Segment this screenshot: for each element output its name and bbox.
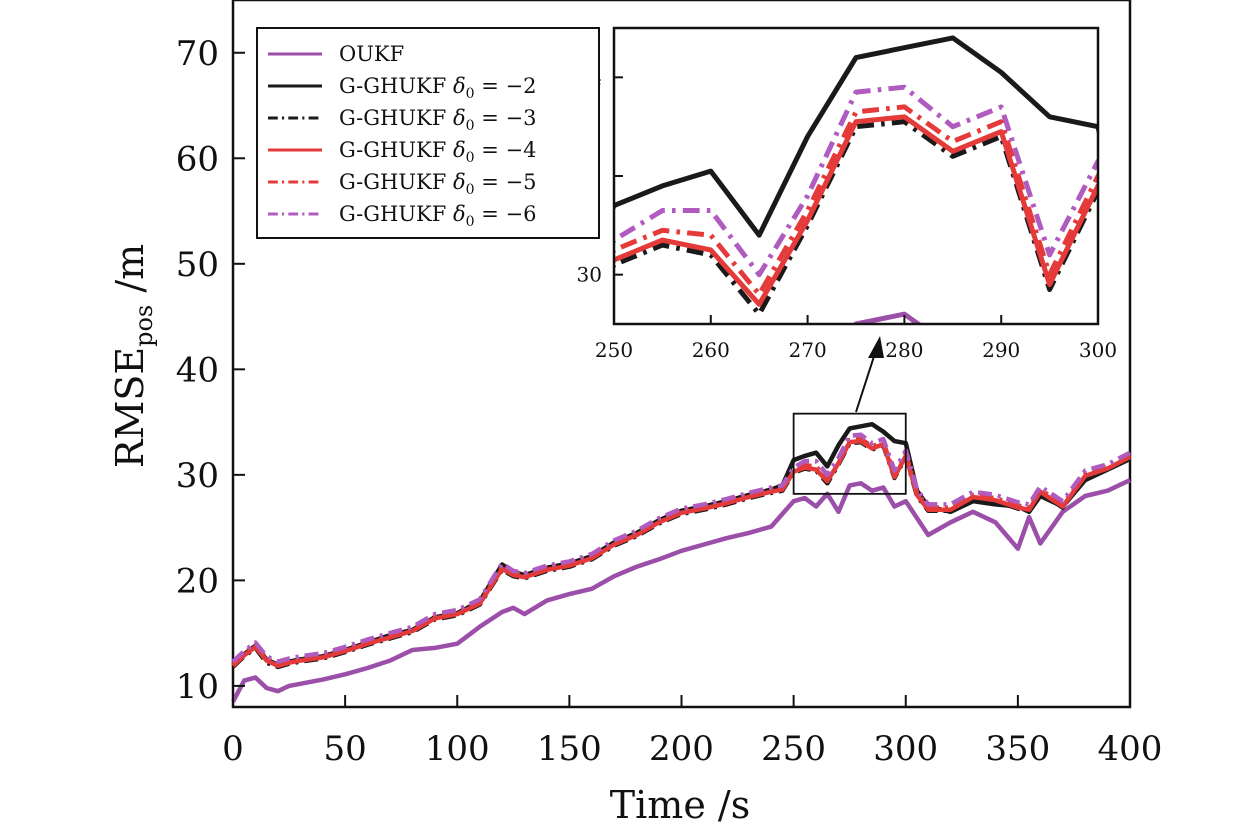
zoom-arrow [855, 336, 884, 413]
y-tick-label: 20 [176, 561, 219, 601]
inset-series-line-6 [614, 84, 1098, 278]
series-line-4 [231, 438, 1132, 669]
inset-x-tick-label: 280 [885, 338, 923, 362]
y-axis-ticks: 10 20 30 40 50 60 70 [176, 34, 245, 707]
main-series-group [231, 421, 1132, 703]
zoom-region-box [792, 412, 907, 495]
legend-label-6: G-GHUKF δ0 = −6 [339, 202, 536, 230]
inset-x-tick-label: 250 [595, 338, 633, 362]
y-tick-label: 70 [176, 34, 219, 74]
inset-x-axis-ticks: 250 260 270 280 290 300 [595, 315, 1117, 362]
x-tick-label: 350 [985, 729, 1050, 769]
x-tick-label: 300 [873, 729, 938, 769]
legend-label-3: G-GHUKF δ0 = −3 [339, 106, 536, 134]
y-tick-label: 30 [176, 456, 219, 496]
x-tick-label: 250 [761, 729, 826, 769]
legend-label-4: G-GHUKF δ0 = −4 [339, 138, 536, 166]
main-plot-area: 0 50 100 150 200 250 300 350 400 10 20 30 40 50 60 70 [176, 0, 1162, 769]
legend-label-1: OUKF [339, 42, 404, 66]
y-axis-title-unit: /m [108, 244, 152, 305]
y-tick-label: 10 [176, 667, 219, 707]
series-line-6 [231, 432, 1132, 664]
series-line-1 [231, 478, 1131, 703]
inset-y-tick-label: 30 [577, 263, 602, 287]
series-line-2 [231, 421, 1131, 668]
legend-label-2: G-GHUKF δ0 = −2 [339, 74, 536, 102]
legend-items: OUKF G-GHUKF δ0 = −2 G-GHUKF δ0 = −3 G-GHUK… [268, 42, 536, 230]
inset-series-line-5 [614, 104, 1098, 297]
zoom-arrow-head [868, 336, 884, 358]
inset-series-line-4 [614, 114, 1098, 307]
x-tick-label: 100 [425, 729, 490, 769]
inset-x-tick-label: 300 [1079, 338, 1117, 362]
x-tick-label: 50 [323, 729, 366, 769]
legend-box [256, 27, 600, 239]
y-axis-title: RMSEpos /m [108, 244, 158, 468]
inset-series-line-2 [614, 35, 1098, 238]
x-tick-label: 200 [649, 729, 714, 769]
inset-x-tick-label: 270 [789, 338, 827, 362]
y-tick-label: 40 [176, 350, 219, 390]
legend: OUKF G-GHUKF δ0 = −2 G-GHUKF δ0 = −3 G-GHUK… [256, 27, 600, 239]
inset-x-tick-label: 290 [982, 338, 1020, 362]
x-axis-title: Time /s [610, 783, 750, 827]
y-axis-title-main: RMSE [108, 347, 152, 468]
inset-series-group [614, 35, 1098, 324]
inset-series-line-3 [614, 119, 1098, 317]
x-tick-label: 150 [537, 729, 602, 769]
x-tick-label: 400 [1098, 729, 1163, 769]
y-axis-title-subscript: pos [130, 305, 158, 347]
series-line-3 [231, 439, 1132, 670]
y-tick-label: 50 [176, 245, 219, 285]
inset-x-tick-label: 260 [692, 338, 730, 362]
x-tick-label: 0 [222, 729, 244, 769]
x-axis-ticks: 0 50 100 150 200 250 300 350 400 [222, 695, 1162, 769]
y-tick-label: 60 [176, 139, 219, 179]
legend-label-5: G-GHUKF δ0 = −5 [339, 170, 536, 198]
